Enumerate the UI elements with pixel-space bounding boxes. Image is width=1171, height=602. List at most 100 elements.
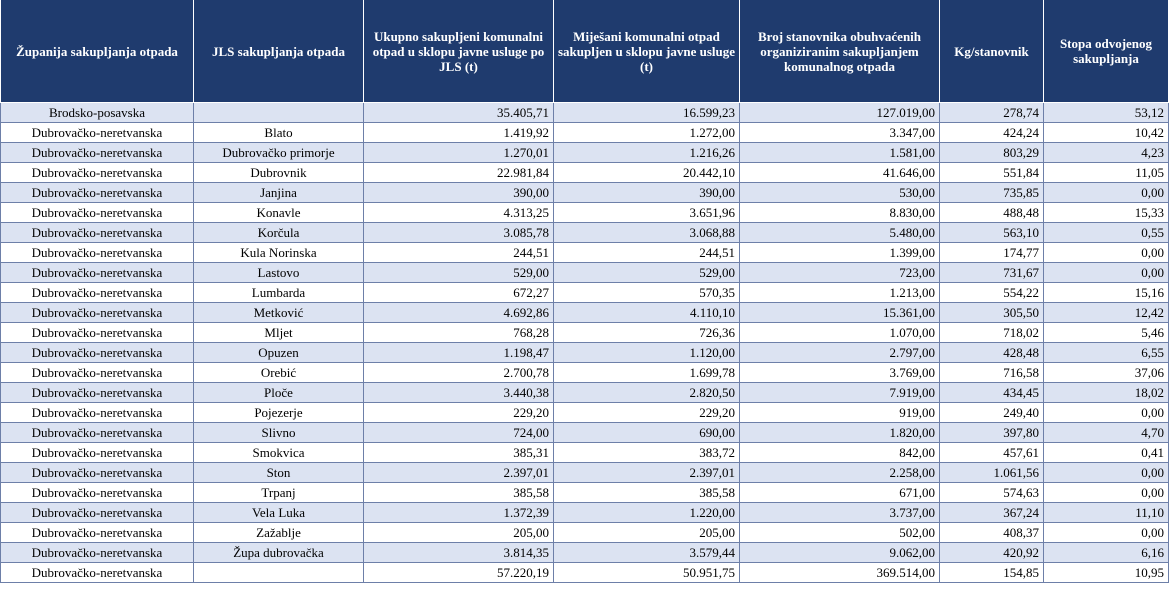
cell-stopa: 0,00 — [1043, 522, 1169, 543]
cell-ukupno: 390,00 — [363, 182, 554, 203]
cell-ukupno: 3.814,35 — [363, 542, 554, 563]
cell-jls: Janjina — [193, 182, 364, 203]
table-row: Dubrovačko-neretvanska Metković 4.692,86 4.… — [0, 302, 1169, 323]
cell-jls — [193, 102, 364, 123]
cell-jls: Smokvica — [193, 442, 364, 463]
cell-jls: Dubrovnik — [193, 162, 364, 183]
cell-broj-stanovnika: 502,00 — [739, 522, 940, 543]
header-zupanija: Županija sakupljanja otpada — [0, 0, 194, 103]
cell-zupanija: Dubrovačko-neretvanska — [0, 162, 194, 183]
table-row: Dubrovačko-neretvanska Slivno 724,00 690,00… — [0, 422, 1169, 443]
cell-zupanija: Dubrovačko-neretvanska — [0, 342, 194, 363]
cell-broj-stanovnika: 3.347,00 — [739, 122, 940, 143]
cell-mijesani: 229,20 — [553, 402, 740, 423]
cell-stopa: 6,16 — [1043, 542, 1169, 563]
cell-zupanija: Dubrovačko-neretvanska — [0, 182, 194, 203]
cell-mijesani: 2.820,50 — [553, 382, 740, 403]
table-row: Dubrovačko-neretvanska Zažablje 205,00 205,… — [0, 522, 1169, 543]
cell-kg-stanovnik: 428,48 — [939, 342, 1044, 363]
table-row: Dubrovačko-neretvanska Janjina 390,00 390,0… — [0, 182, 1169, 203]
table-row: Dubrovačko-neretvanska Blato 1.419,92 1.272… — [0, 122, 1169, 143]
cell-kg-stanovnik: 408,37 — [939, 522, 1044, 543]
cell-stopa: 4,23 — [1043, 142, 1169, 163]
cell-kg-stanovnik: 249,40 — [939, 402, 1044, 423]
cell-stopa: 11,05 — [1043, 162, 1169, 183]
cell-kg-stanovnik: 551,84 — [939, 162, 1044, 183]
cell-jls: Korčula — [193, 222, 364, 243]
cell-broj-stanovnika: 723,00 — [739, 262, 940, 283]
table-row: Dubrovačko-neretvanska Župa dubrovačka 3.8… — [0, 542, 1169, 563]
cell-mijesani: 1.220,00 — [553, 502, 740, 523]
cell-kg-stanovnik: 305,50 — [939, 302, 1044, 323]
cell-stopa: 15,33 — [1043, 202, 1169, 223]
cell-zupanija: Dubrovačko-neretvanska — [0, 122, 194, 143]
cell-ukupno: 385,31 — [363, 442, 554, 463]
cell-broj-stanovnika: 1.820,00 — [739, 422, 940, 443]
cell-kg-stanovnik: 367,24 — [939, 502, 1044, 523]
cell-jls: Orebić — [193, 362, 364, 383]
cell-mijesani: 16.599,23 — [553, 102, 740, 123]
table-row: Brodsko-posavska 35.405,71 16.599,23 127.01… — [0, 102, 1169, 123]
cell-kg-stanovnik: 735,85 — [939, 182, 1044, 203]
cell-zupanija: Dubrovačko-neretvanska — [0, 322, 194, 343]
cell-ukupno: 57.220,19 — [363, 562, 554, 583]
cell-ukupno: 35.405,71 — [363, 102, 554, 123]
cell-ukupno: 1.372,39 — [363, 502, 554, 523]
cell-mijesani: 50.951,75 — [553, 562, 740, 583]
cell-zupanija: Dubrovačko-neretvanska — [0, 142, 194, 163]
waste-collection-table: Županija sakupljanja otpada JLS sakuplja… — [0, 0, 1169, 583]
table-row: Dubrovačko-neretvanska Konavle 4.313,25 3.6… — [0, 202, 1169, 223]
cell-mijesani: 1.272,00 — [553, 122, 740, 143]
cell-jls: Trpanj — [193, 482, 364, 503]
cell-jls: Ploče — [193, 382, 364, 403]
cell-zupanija: Dubrovačko-neretvanska — [0, 282, 194, 303]
cell-broj-stanovnika: 7.919,00 — [739, 382, 940, 403]
header-row: Županija sakupljanja otpada JLS sakuplja… — [0, 0, 1169, 103]
table-row: Dubrovačko-neretvanska Lumbarda 672,27 570,… — [0, 282, 1169, 303]
cell-stopa: 53,12 — [1043, 102, 1169, 123]
cell-zupanija: Dubrovačko-neretvanska — [0, 402, 194, 423]
cell-broj-stanovnika: 671,00 — [739, 482, 940, 503]
cell-stopa: 0,00 — [1043, 402, 1169, 423]
cell-broj-stanovnika: 41.646,00 — [739, 162, 940, 183]
cell-kg-stanovnik: 716,58 — [939, 362, 1044, 383]
cell-kg-stanovnik: 803,29 — [939, 142, 1044, 163]
cell-ukupno: 1.419,92 — [363, 122, 554, 143]
cell-ukupno: 1.270,01 — [363, 142, 554, 163]
cell-kg-stanovnik: 278,74 — [939, 102, 1044, 123]
cell-jls: Kula Norinska — [193, 242, 364, 263]
cell-broj-stanovnika: 369.514,00 — [739, 562, 940, 583]
table-row: Dubrovačko-neretvanska Ploče 3.440,38 2.820… — [0, 382, 1169, 403]
cell-jls: Konavle — [193, 202, 364, 223]
cell-broj-stanovnika: 1.399,00 — [739, 242, 940, 263]
cell-zupanija: Dubrovačko-neretvanska — [0, 562, 194, 583]
cell-ukupno: 3.085,78 — [363, 222, 554, 243]
cell-jls — [193, 562, 364, 583]
cell-mijesani: 1.120,00 — [553, 342, 740, 363]
cell-mijesani: 690,00 — [553, 422, 740, 443]
cell-mijesani: 529,00 — [553, 262, 740, 283]
cell-broj-stanovnika: 3.769,00 — [739, 362, 940, 383]
header-stopa: Stopa odvojenog sakupljanja — [1043, 0, 1169, 103]
cell-broj-stanovnika: 127.019,00 — [739, 102, 940, 123]
cell-stopa: 37,06 — [1043, 362, 1169, 383]
cell-broj-stanovnika: 1.070,00 — [739, 322, 940, 343]
cell-kg-stanovnik: 434,45 — [939, 382, 1044, 403]
cell-kg-stanovnik: 718,02 — [939, 322, 1044, 343]
header-jls: JLS sakupljanja otpada — [193, 0, 364, 103]
cell-zupanija: Dubrovačko-neretvanska — [0, 202, 194, 223]
cell-zupanija: Dubrovačko-neretvanska — [0, 542, 194, 563]
cell-ukupno: 4.692,86 — [363, 302, 554, 323]
table-row: Dubrovačko-neretvanska Mljet 768,28 726,36 1… — [0, 322, 1169, 343]
cell-zupanija: Dubrovačko-neretvanska — [0, 262, 194, 283]
cell-jls: Slivno — [193, 422, 364, 443]
cell-ukupno: 672,27 — [363, 282, 554, 303]
cell-broj-stanovnika: 3.737,00 — [739, 502, 940, 523]
table-row: Dubrovačko-neretvanska Pojezerje 229,20 229… — [0, 402, 1169, 423]
cell-zupanija: Dubrovačko-neretvanska — [0, 442, 194, 463]
cell-zupanija: Dubrovačko-neretvanska — [0, 422, 194, 443]
cell-kg-stanovnik: 488,48 — [939, 202, 1044, 223]
cell-zupanija: Dubrovačko-neretvanska — [0, 502, 194, 523]
header-ukupno: Ukupno sakupljeni komunalni otpad u sklo… — [363, 0, 554, 103]
cell-kg-stanovnik: 174,77 — [939, 242, 1044, 263]
